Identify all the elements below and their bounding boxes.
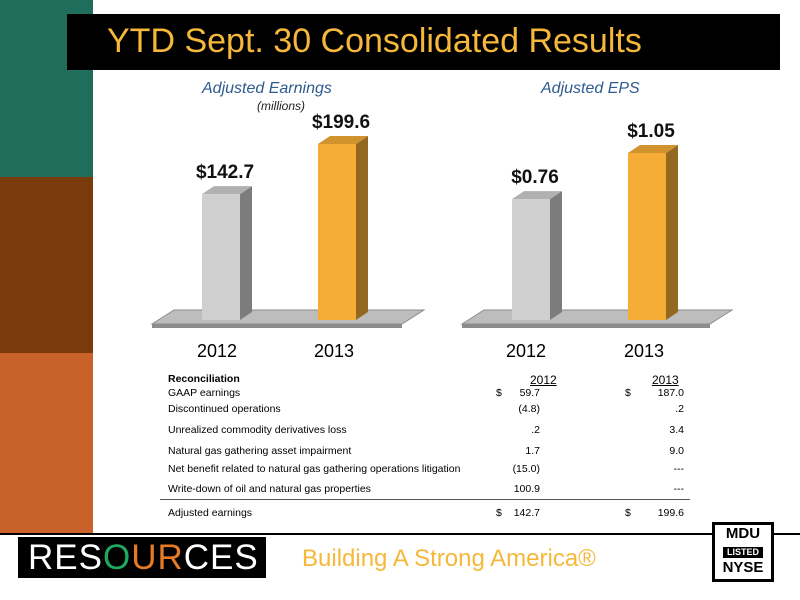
badge-bottom: NYSE bbox=[722, 559, 764, 576]
chart-floor-edge bbox=[462, 324, 710, 328]
decor-stripe-orange bbox=[0, 353, 93, 533]
bar-value-label: $1.05 bbox=[627, 121, 675, 142]
title-bar: YTD Sept. 30 Consolidated Results bbox=[67, 14, 780, 70]
resources-logo: RESOURCES bbox=[18, 537, 266, 578]
bar-side bbox=[356, 136, 368, 320]
row-value-2012: 59.7 bbox=[519, 387, 540, 399]
row-value-2012: (4.8) bbox=[518, 403, 540, 415]
bar-top bbox=[628, 145, 678, 153]
category-label: 2013 bbox=[624, 341, 664, 361]
reconciliation-heading: Reconciliation bbox=[168, 373, 240, 385]
row-value-2012: .2 bbox=[531, 424, 540, 436]
reconciliation-total-row: Adjusted earnings $ 142.7 $ 199.6 bbox=[160, 507, 690, 523]
row-value-2013: --- bbox=[673, 483, 685, 495]
row-value-2013: 187.0 bbox=[657, 387, 684, 399]
row-value-2013: 9.0 bbox=[669, 445, 684, 457]
dollar-sign: $ bbox=[625, 387, 631, 399]
chart-title-eps: Adjusted EPS bbox=[541, 80, 640, 97]
tagline: Building A Strong America® bbox=[302, 545, 596, 572]
logo-text: UR bbox=[131, 538, 184, 577]
row-label: Discontinued operations bbox=[168, 403, 281, 415]
chart-floor bbox=[460, 309, 734, 325]
bar-value-label: $142.7 bbox=[196, 162, 254, 183]
logo-text: CES bbox=[183, 538, 259, 577]
bar-side bbox=[240, 186, 252, 320]
row-value-2012: 100.9 bbox=[513, 483, 540, 495]
bar-top bbox=[512, 191, 562, 200]
decor-stripe-brown bbox=[0, 177, 93, 353]
dollar-sign: $ bbox=[496, 387, 502, 399]
reconciliation-divider bbox=[160, 499, 690, 500]
col-header-2012: 2012 bbox=[530, 373, 557, 387]
bar bbox=[202, 194, 240, 320]
total-label: Adjusted earnings bbox=[168, 507, 253, 519]
bar-top bbox=[202, 186, 252, 195]
reconciliation-header: Reconciliation 2012 2013 bbox=[160, 373, 690, 389]
row-label: Unrealized commodity derivatives loss bbox=[168, 424, 347, 436]
row-label: Natural gas gathering asset impairment bbox=[168, 445, 352, 457]
reconciliation-row: Net benefit related to natural gas gathe… bbox=[160, 463, 690, 479]
total-2012: 142.7 bbox=[513, 507, 540, 519]
logo-text: RES bbox=[28, 538, 103, 577]
charts-canvas: $142.7 2012 $199.6 2013 $0.76 2012 $1.05 2013 bbox=[150, 112, 734, 361]
bar-top bbox=[318, 136, 368, 144]
chart-title-earnings: Adjusted Earnings bbox=[202, 80, 332, 97]
category-label: 2012 bbox=[197, 341, 237, 361]
footer-divider bbox=[0, 533, 800, 535]
row-label: Write-down of oil and natural gas proper… bbox=[168, 483, 371, 495]
chart-floor bbox=[150, 309, 426, 325]
category-label: 2012 bbox=[506, 341, 546, 361]
bar-value-label: $199.6 bbox=[312, 112, 370, 133]
bar-side bbox=[666, 145, 678, 320]
bar bbox=[318, 144, 356, 320]
col-header-2013: 2013 bbox=[652, 373, 679, 387]
row-value-2013: .2 bbox=[675, 403, 684, 415]
chart-subtitle-earnings: (millions) bbox=[257, 99, 305, 113]
reconciliation-row: Discontinued operations (4.8) .2 bbox=[160, 403, 690, 419]
reconciliation-row: Write-down of oil and natural gas proper… bbox=[160, 483, 690, 499]
bar-side bbox=[550, 191, 562, 320]
logo-text: O bbox=[102, 538, 132, 577]
total-2013: 199.6 bbox=[657, 507, 684, 519]
bar bbox=[628, 153, 666, 320]
chart-floor-edge bbox=[152, 324, 402, 328]
reconciliation-row: Natural gas gathering asset impairment 1.… bbox=[160, 445, 690, 461]
reconciliation-row: GAAP earnings $ $59.7 187.0 bbox=[160, 387, 690, 403]
category-label: 2013 bbox=[314, 341, 354, 361]
page-title: YTD Sept. 30 Consolidated Results bbox=[107, 22, 642, 60]
dollar-sign: $ bbox=[625, 507, 631, 519]
badge-mid: LISTED bbox=[722, 547, 763, 558]
row-value-2012: 1.7 bbox=[525, 445, 540, 457]
badge-top: MDU bbox=[725, 525, 761, 542]
row-label: Net benefit related to natural gas gathe… bbox=[168, 463, 461, 475]
bar bbox=[512, 199, 550, 320]
bar-value-label: $0.76 bbox=[511, 167, 559, 188]
row-value-2013: 3.4 bbox=[669, 424, 684, 436]
row-label: GAAP earnings bbox=[168, 387, 241, 399]
reconciliation-row: Unrealized commodity derivatives loss .2 3… bbox=[160, 424, 690, 440]
row-value-2012: (15.0) bbox=[512, 463, 540, 475]
nyse-listed-badge: MDU LISTED NYSE bbox=[712, 522, 774, 582]
dollar-sign: $ bbox=[496, 507, 502, 519]
row-value-2013: --- bbox=[673, 463, 685, 475]
